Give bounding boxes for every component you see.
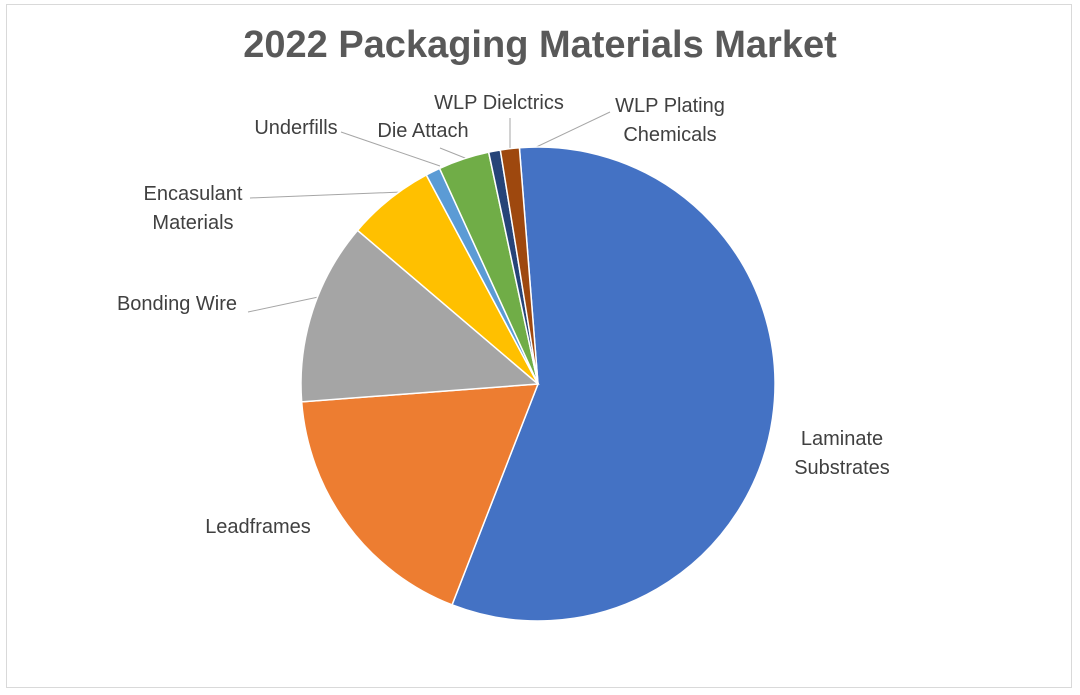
label-line: Materials [152, 212, 233, 234]
label-line: Leadframes [205, 516, 311, 538]
leader-line-underfills [340, 131, 441, 167]
slice-laminate-substrates [451, 146, 776, 622]
label-underfills: Underfills [254, 117, 337, 139]
label-leadframes: Leadframes [205, 516, 311, 538]
label-encasulant-materials: Encasulant Materials [144, 183, 243, 234]
label-line: Bonding Wire [117, 293, 237, 315]
label-die-attach: Die Attach [377, 120, 468, 142]
label-line: WLP Dielctrics [434, 92, 564, 114]
label-line: Chemicals [623, 124, 716, 146]
label-line: Substrates [794, 457, 890, 479]
label-line: Underfills [254, 117, 337, 139]
chart-title: 2022 Packaging Materials Market [243, 24, 837, 66]
label-laminate-substrates: Laminate Substrates [794, 428, 890, 479]
label-bonding-wire: Bonding Wire [117, 293, 237, 315]
slice-leadframes [300, 383, 540, 606]
label-line: WLP Plating [615, 95, 725, 117]
label-line: Encasulant [144, 183, 243, 205]
slice-bonding-wire [300, 229, 540, 403]
label-line: Laminate [801, 428, 883, 450]
label-wlp-plating-chemicals: WLP Plating Chemicals [615, 95, 725, 146]
leader-line-wlp-plating-chemicals [529, 111, 611, 151]
leader-line-encasulant-materials [249, 191, 403, 199]
label-line: Die Attach [377, 120, 468, 142]
slice-wlp-plating-chemicals [499, 146, 539, 385]
label-wlp-dielctrics: WLP Dielctrics [434, 92, 564, 114]
leader-line-bonding-wire [247, 295, 324, 313]
